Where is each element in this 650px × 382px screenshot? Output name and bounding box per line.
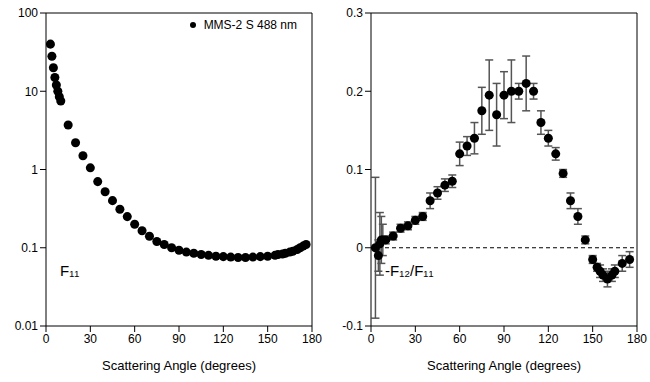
svg-text:90: 90: [172, 332, 186, 346]
svg-text:30: 30: [84, 332, 98, 346]
svg-text:150: 150: [258, 332, 278, 346]
svg-text:1: 1: [31, 163, 38, 177]
svg-text:10: 10: [25, 85, 39, 99]
svg-text:180: 180: [302, 332, 322, 346]
svg-text:Scattering Angle (degrees): Scattering Angle (degrees): [102, 358, 256, 373]
svg-text:60: 60: [128, 332, 142, 346]
svg-text:0.3: 0.3: [346, 6, 363, 20]
svg-text:Scattering Angle (degrees): Scattering Angle (degrees): [427, 358, 581, 373]
svg-text:60: 60: [453, 332, 467, 346]
svg-text:0.2: 0.2: [346, 85, 363, 99]
svg-text:100: 100: [18, 6, 38, 20]
html-text:-F₁₂/F₁₁: -F₁₂/F₁₁: [385, 262, 434, 279]
html-text:F₁₁: F₁₁: [60, 262, 80, 279]
svg-text:30: 30: [409, 332, 423, 346]
svg-text:90: 90: [497, 332, 511, 346]
svg-text:0: 0: [43, 332, 50, 346]
svg-text:150: 150: [583, 332, 603, 346]
svg-text:0.1: 0.1: [346, 163, 363, 177]
html-text:MMS-2 S 488 nm: MMS-2 S 488 nm: [203, 18, 297, 32]
svg-text:180: 180: [627, 332, 642, 346]
svg-text:0.01: 0.01: [15, 319, 39, 333]
svg-text:-0.1: -0.1: [342, 319, 363, 333]
svg-text:0: 0: [356, 241, 363, 255]
svg-text:0: 0: [368, 332, 375, 346]
svg-text:0.1: 0.1: [21, 241, 38, 255]
svg-text:120: 120: [213, 332, 233, 346]
svg-text:120: 120: [538, 332, 558, 346]
